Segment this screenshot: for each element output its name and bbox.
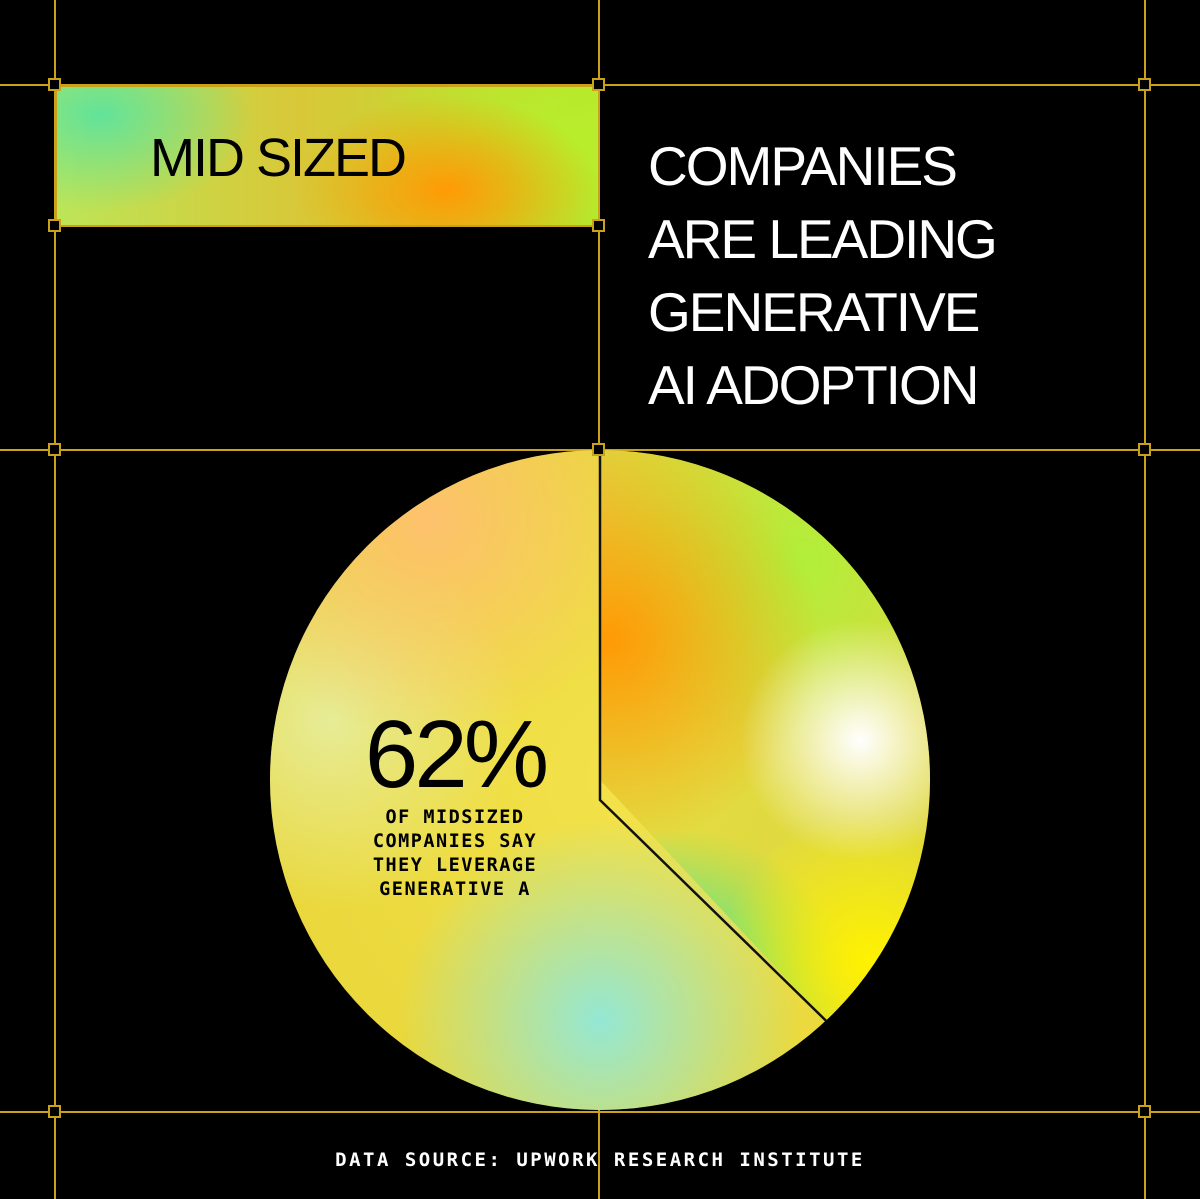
grid-node	[592, 219, 605, 232]
grid-node	[592, 443, 605, 456]
grid-node	[48, 78, 61, 91]
headline-line: GENERATIVE	[648, 281, 980, 343]
grid-line	[0, 1111, 1200, 1113]
mid-sized-tag: MID SIZED	[55, 85, 600, 227]
caption-line: OF MIDSIZED	[385, 807, 525, 828]
caption-line: COMPANIES SAY	[372, 831, 538, 852]
grid-node	[48, 1105, 61, 1118]
grid-node	[592, 78, 605, 91]
caption-line: GENERATIVE A	[379, 879, 531, 900]
grid-node	[1138, 1105, 1151, 1118]
grid-line	[54, 0, 56, 1199]
pie-value-label: 62%	[364, 701, 549, 808]
pie-slice-caption: OF MIDSIZED COMPANIES SAY THEY LEVERAGE …	[300, 806, 610, 902]
headline: COMPANIES ARE LEADING GENERATIVE AI ADOP…	[648, 130, 1168, 422]
grid-node	[1138, 443, 1151, 456]
caption-line: THEY LEVERAGE	[372, 855, 538, 876]
headline-line: AI ADOPTION	[648, 354, 979, 416]
headline-line: COMPANIES	[648, 135, 958, 197]
pie-slice-divider	[598, 450, 827, 1022]
grid-line	[1144, 0, 1146, 1199]
grid-node	[48, 219, 61, 232]
data-source: DATA SOURCE: UPWORK RESEARCH INSTITUTE	[335, 1149, 865, 1171]
tag-label: MID SIZED	[149, 128, 407, 188]
grid-node	[48, 443, 61, 456]
grid-node	[1138, 78, 1151, 91]
headline-line: ARE LEADING	[648, 208, 998, 270]
